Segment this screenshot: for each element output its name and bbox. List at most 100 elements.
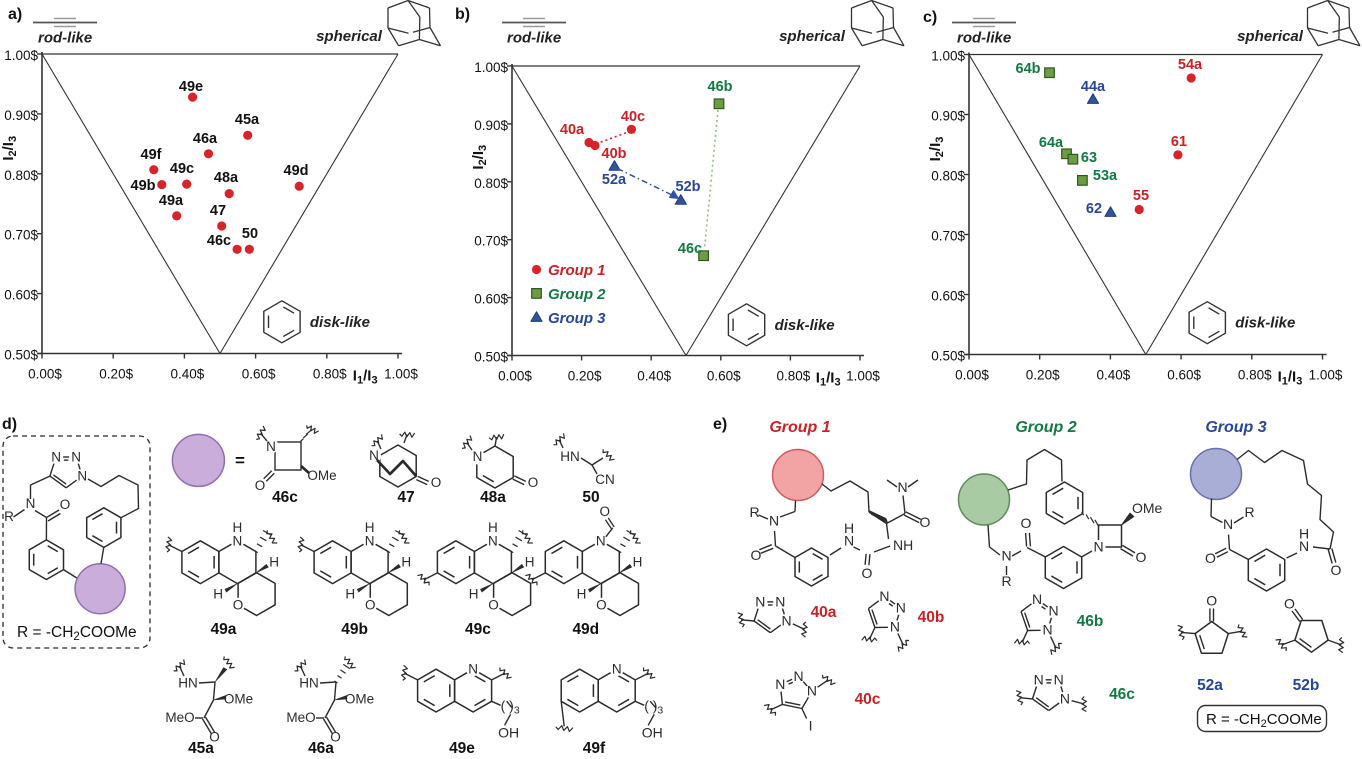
svg-text:O: O bbox=[1331, 562, 1342, 578]
svg-text:44a: 44a bbox=[1081, 79, 1106, 95]
svg-text:52b: 52b bbox=[1293, 677, 1320, 694]
svg-text:45a: 45a bbox=[235, 112, 260, 128]
svg-text:N: N bbox=[266, 439, 276, 454]
svg-text:O: O bbox=[920, 514, 931, 530]
svg-text:R: R bbox=[1244, 504, 1254, 520]
svg-text:rod-like: rod-like bbox=[38, 30, 92, 47]
svg-text:46a: 46a bbox=[193, 131, 218, 147]
svg-text:0.90$: 0.90$ bbox=[474, 118, 508, 133]
svg-text:49b: 49b bbox=[341, 621, 368, 638]
svg-text:1.00$: 1.00$ bbox=[846, 369, 880, 384]
svg-text:O: O bbox=[1206, 592, 1217, 608]
svg-text:I: I bbox=[809, 718, 813, 734]
svg-text:OH: OH bbox=[642, 724, 663, 740]
svg-text:=: = bbox=[235, 451, 245, 470]
svg-text:N: N bbox=[77, 469, 87, 484]
svg-text:47: 47 bbox=[210, 203, 226, 219]
svg-text:Group 3: Group 3 bbox=[548, 310, 606, 327]
svg-text:N: N bbox=[233, 533, 243, 548]
svg-text:40b: 40b bbox=[602, 146, 627, 162]
svg-text:1.00$: 1.00$ bbox=[931, 49, 965, 64]
svg-text:H: H bbox=[401, 555, 411, 570]
svg-text:61: 61 bbox=[1171, 134, 1187, 150]
svg-text:H: H bbox=[365, 520, 375, 535]
svg-text:disk-like: disk-like bbox=[1235, 315, 1295, 332]
svg-text:d): d) bbox=[2, 416, 17, 433]
svg-text:H: H bbox=[269, 555, 279, 570]
svg-text:spherical: spherical bbox=[1237, 28, 1304, 45]
svg-text:49e: 49e bbox=[179, 79, 203, 95]
svg-text:1.00$: 1.00$ bbox=[474, 60, 508, 75]
svg-text:55: 55 bbox=[1133, 188, 1149, 204]
svg-text:0.60$: 0.60$ bbox=[931, 289, 965, 304]
svg-text:N: N bbox=[755, 593, 765, 609]
svg-text:b): b) bbox=[455, 6, 470, 23]
svg-text:Group 1: Group 1 bbox=[769, 419, 830, 436]
svg-text:H: H bbox=[1299, 526, 1309, 542]
svg-text:0.40$: 0.40$ bbox=[637, 369, 671, 384]
svg-text:N: N bbox=[769, 513, 779, 529]
svg-text:53a: 53a bbox=[1093, 168, 1118, 184]
svg-text:0.60$: 0.60$ bbox=[1167, 368, 1201, 383]
svg-text:50: 50 bbox=[582, 489, 599, 506]
svg-text:H: H bbox=[577, 587, 587, 602]
svg-text:49f: 49f bbox=[141, 147, 162, 163]
svg-text:disk-like: disk-like bbox=[310, 314, 370, 331]
svg-text:MeO: MeO bbox=[165, 710, 194, 725]
svg-text:64a: 64a bbox=[1039, 135, 1064, 151]
svg-text:O: O bbox=[431, 475, 442, 490]
svg-text:47: 47 bbox=[397, 489, 414, 506]
svg-text:H: H bbox=[213, 587, 223, 602]
svg-text:O: O bbox=[600, 504, 611, 519]
svg-text:40a: 40a bbox=[560, 122, 585, 138]
svg-text:1.00$: 1.00$ bbox=[1309, 368, 1343, 383]
svg-text:0.20$: 0.20$ bbox=[568, 369, 602, 384]
svg-text:R: R bbox=[749, 504, 759, 520]
svg-text:49a: 49a bbox=[159, 193, 184, 209]
svg-text:MeO: MeO bbox=[286, 710, 315, 725]
svg-text:N: N bbox=[468, 662, 478, 677]
svg-text:O: O bbox=[528, 475, 539, 490]
svg-text:0.60$: 0.60$ bbox=[4, 288, 38, 303]
svg-text:N: N bbox=[1060, 690, 1070, 706]
svg-text:0.40$: 0.40$ bbox=[1097, 368, 1131, 383]
svg-text:N: N bbox=[1223, 516, 1233, 532]
svg-text:O: O bbox=[1021, 515, 1032, 531]
svg-text:1.00$: 1.00$ bbox=[384, 367, 418, 382]
svg-text:0.70$: 0.70$ bbox=[474, 234, 508, 249]
svg-text:N: N bbox=[890, 619, 900, 635]
svg-text:0.60$: 0.60$ bbox=[242, 367, 276, 382]
svg-text:63: 63 bbox=[1081, 150, 1097, 166]
svg-text:48a: 48a bbox=[214, 170, 239, 186]
svg-text:H: H bbox=[844, 520, 854, 536]
svg-text:52b: 52b bbox=[676, 179, 701, 195]
svg-text:0.00$: 0.00$ bbox=[955, 368, 989, 383]
svg-text:N: N bbox=[1054, 671, 1064, 687]
svg-text:rod-like: rod-like bbox=[957, 30, 1011, 47]
svg-text:46c: 46c bbox=[272, 489, 298, 506]
svg-text:46a: 46a bbox=[308, 740, 334, 754]
svg-text:H: H bbox=[488, 520, 498, 535]
svg-text:e): e) bbox=[713, 416, 727, 433]
svg-text:N: N bbox=[1034, 671, 1044, 687]
svg-text:0.70$: 0.70$ bbox=[931, 229, 965, 244]
svg-text:Group 1: Group 1 bbox=[548, 262, 606, 279]
svg-text:disk-like: disk-like bbox=[775, 317, 835, 334]
svg-text:O: O bbox=[1136, 549, 1147, 565]
svg-text:49b: 49b bbox=[131, 178, 156, 194]
svg-text:46c: 46c bbox=[678, 241, 702, 257]
svg-text:spherical: spherical bbox=[316, 28, 383, 45]
svg-text:0.80$: 0.80$ bbox=[313, 367, 347, 382]
svg-text:N: N bbox=[775, 676, 785, 692]
svg-text:1.00$: 1.00$ bbox=[4, 48, 38, 63]
svg-text:40b: 40b bbox=[918, 609, 945, 626]
svg-text:0.50$: 0.50$ bbox=[931, 349, 965, 364]
svg-text:N: N bbox=[807, 683, 817, 699]
svg-text:H: H bbox=[525, 555, 535, 570]
svg-text:0.20$: 0.20$ bbox=[1026, 368, 1060, 383]
svg-text:N: N bbox=[793, 668, 803, 684]
svg-text:64b: 64b bbox=[1016, 61, 1041, 77]
svg-text:49a: 49a bbox=[211, 621, 237, 638]
svg-text:O: O bbox=[233, 597, 244, 612]
svg-text:0.60$: 0.60$ bbox=[474, 292, 508, 307]
